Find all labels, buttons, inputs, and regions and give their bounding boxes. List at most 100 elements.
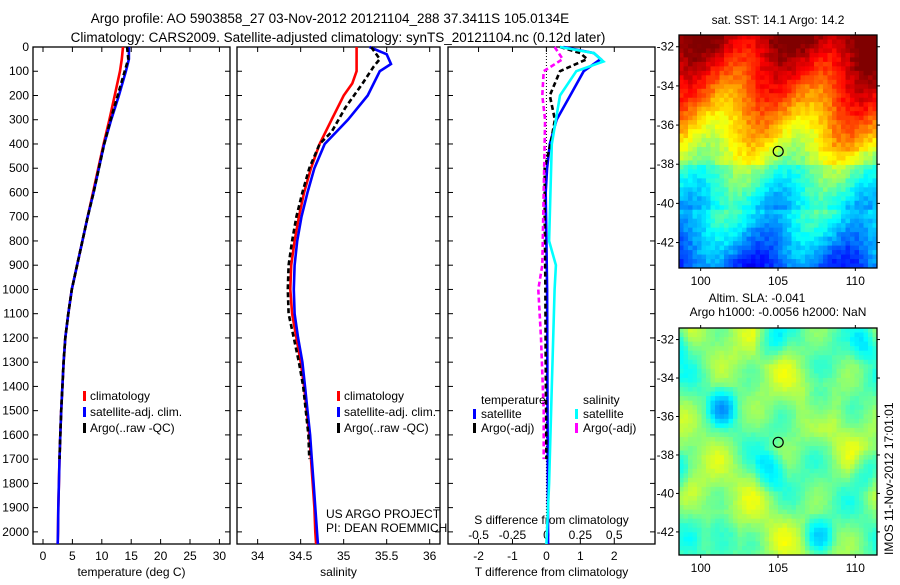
- map-cell: [841, 263, 846, 269]
- map-cell: [845, 500, 851, 506]
- map-cell: [710, 111, 716, 117]
- map-cell: [787, 550, 792, 556]
- map-cell: [823, 405, 828, 411]
- map-cell: [850, 263, 855, 269]
- map-cell: [719, 236, 725, 242]
- x-tick-label: 1: [577, 549, 584, 563]
- map-cell: [715, 473, 720, 479]
- map-cell: [715, 436, 720, 442]
- map-cell: [827, 178, 833, 184]
- map-cell: [733, 57, 738, 63]
- x-tick-label: 105: [768, 561, 788, 575]
- map-cell: [760, 254, 765, 260]
- map-cell: [787, 436, 792, 442]
- map-cell: [751, 254, 756, 260]
- map-cell: [841, 495, 846, 502]
- map-cell: [796, 455, 801, 461]
- map-cell: [710, 187, 716, 193]
- map-cell: [719, 532, 725, 538]
- map-cell: [728, 250, 734, 256]
- map-cell: [715, 532, 720, 538]
- map-cell: [827, 48, 833, 54]
- map-cell: [746, 35, 752, 40]
- map-cell: [706, 227, 711, 233]
- map-cell: [832, 111, 837, 117]
- map-cell: [791, 263, 797, 269]
- map-cell: [809, 102, 815, 108]
- map-cell: [782, 468, 788, 474]
- map-cell: [845, 550, 851, 556]
- map-cell: [692, 518, 698, 524]
- map-cell: [854, 151, 860, 157]
- map-cell: [791, 405, 797, 411]
- map-cell: [764, 97, 770, 103]
- map-cell: [679, 250, 684, 256]
- map-cell: [823, 541, 828, 547]
- map-cell: [832, 66, 837, 72]
- s-tick-label: -0.5: [468, 528, 489, 542]
- map-cell: [679, 124, 684, 130]
- map-cell: [796, 350, 801, 356]
- map-cell: [773, 409, 779, 415]
- map-cell: [863, 505, 869, 511]
- map-cell: [746, 387, 752, 393]
- map-cell: [764, 254, 770, 260]
- map-cell: [746, 500, 752, 506]
- map-cell: [769, 259, 774, 265]
- map-cell: [719, 164, 725, 170]
- map-cell: [755, 111, 761, 117]
- map-cell: [782, 115, 788, 121]
- map-cell: [742, 35, 747, 40]
- map-cell: [782, 550, 788, 556]
- map-cell: [868, 550, 873, 556]
- map-cell: [746, 97, 752, 103]
- map-cell: [692, 70, 698, 76]
- map-cell: [868, 66, 873, 72]
- map-cell: [760, 259, 765, 265]
- map-cell: [845, 106, 851, 112]
- map-cell: [827, 450, 833, 456]
- map-cell: [706, 477, 711, 483]
- map-cell: [872, 532, 878, 538]
- map-cell: [782, 111, 788, 117]
- map-cell: [854, 446, 860, 452]
- map-cell: [679, 341, 684, 347]
- map-cell: [872, 382, 878, 388]
- map-cell: [728, 84, 734, 90]
- map-cell: [701, 473, 707, 479]
- map-cell: [796, 236, 801, 242]
- map-cell: [800, 337, 806, 343]
- map-cell: [688, 223, 693, 229]
- map-cell: [850, 133, 855, 139]
- map-cell: [737, 355, 743, 361]
- map-cell: [836, 223, 842, 229]
- map-cell: [841, 409, 846, 415]
- map-cell: [719, 133, 725, 139]
- map-cell: [688, 477, 693, 483]
- map-cell: [697, 518, 702, 524]
- map-cell: [764, 191, 770, 197]
- map-cell: [845, 541, 851, 547]
- map-cell: [805, 52, 810, 58]
- map-cell: [850, 468, 855, 474]
- map-cell: [787, 48, 792, 54]
- map-cell: [836, 97, 842, 103]
- map-cell: [692, 196, 698, 202]
- map-cell: [800, 432, 806, 438]
- map-cell: [859, 52, 864, 58]
- map-cell: [818, 350, 824, 356]
- map-cell: [710, 178, 716, 184]
- map-cell: [683, 66, 689, 72]
- map-cell: [845, 259, 851, 265]
- map-cell: [760, 536, 765, 542]
- map-cell: [859, 514, 864, 520]
- map-cell: [773, 209, 779, 215]
- map-cell: [688, 66, 693, 72]
- map-cell: [863, 350, 869, 356]
- map-cell: [782, 509, 788, 515]
- map-cell: [845, 436, 851, 442]
- map-cell: [710, 436, 716, 442]
- map-cell: [827, 155, 833, 161]
- map-cell: [692, 142, 698, 148]
- map-cell: [859, 75, 864, 81]
